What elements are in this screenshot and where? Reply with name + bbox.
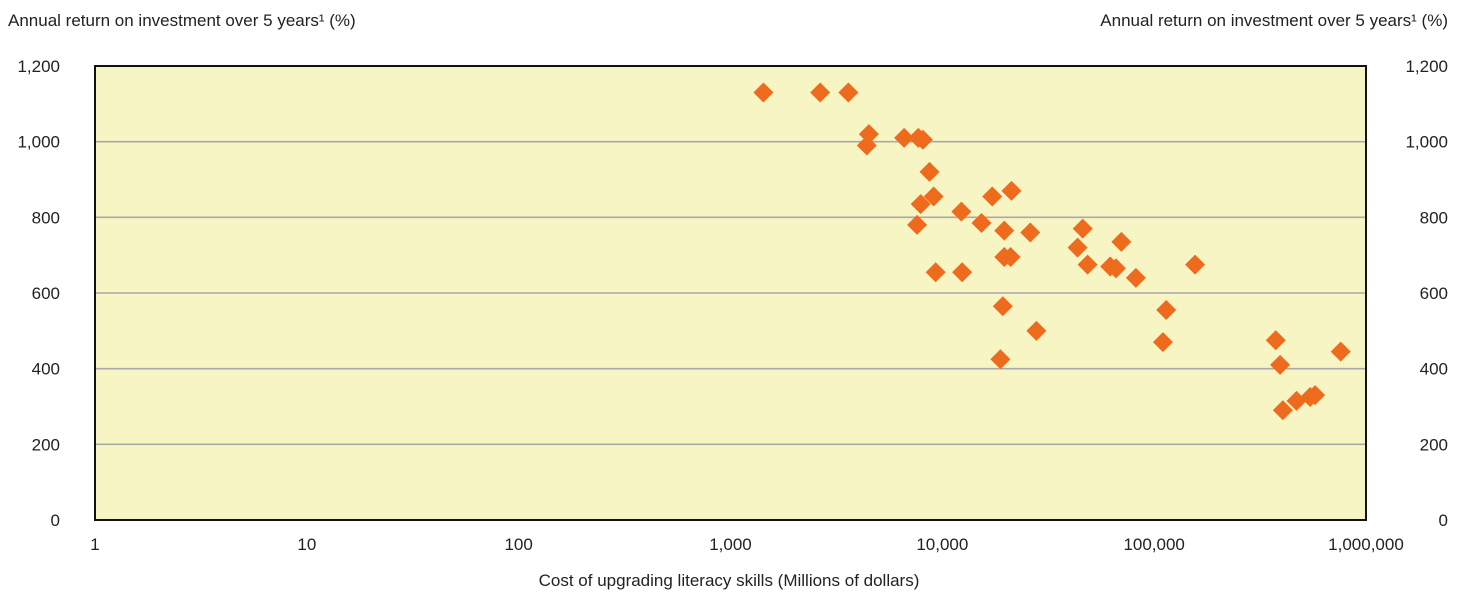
data-point	[1001, 180, 1022, 201]
data-point	[994, 220, 1015, 241]
data-point	[951, 201, 972, 222]
x-tick-label: 100,000	[1123, 535, 1184, 554]
y-tick-label-left: 400	[32, 360, 60, 379]
y-tick-label-right: 200	[1420, 435, 1448, 454]
y-axis-right-ticks: 0 200 400 600 800 1,000 1,200	[1405, 57, 1448, 530]
data-point	[894, 127, 915, 148]
x-tick-label: 10,000	[916, 535, 968, 554]
data-point	[912, 129, 933, 150]
y-tick-label-left: 0	[51, 511, 60, 530]
data-point	[1265, 330, 1286, 351]
y-tick-label-right: 800	[1420, 208, 1448, 227]
data-point	[1000, 247, 1021, 268]
data-point	[1272, 400, 1293, 421]
y-tick-label-right: 1,200	[1405, 57, 1448, 76]
data-point	[992, 296, 1013, 317]
data-point	[1330, 341, 1351, 362]
data-point	[838, 82, 859, 103]
data-point	[1185, 254, 1206, 275]
y-tick-label-left: 800	[32, 208, 60, 227]
y-axis-left-ticks: 0 200 400 600 800 1,000 1,200	[17, 57, 60, 530]
y-tick-label-right: 0	[1439, 511, 1448, 530]
x-axis-title: Cost of upgrading literacy skills (Milli…	[539, 571, 920, 590]
data-point	[971, 213, 992, 234]
y-tick-label-right: 600	[1420, 284, 1448, 303]
data-point	[810, 82, 831, 103]
x-tick-label: 100	[504, 535, 532, 554]
data-point	[1111, 231, 1132, 252]
data-point	[907, 214, 928, 235]
data-point	[1026, 320, 1047, 341]
data-point	[990, 349, 1011, 370]
y-tick-label-right: 1,000	[1405, 133, 1448, 152]
data-point	[923, 186, 944, 207]
data-point	[1020, 222, 1041, 243]
x-tick-label: 1	[90, 535, 99, 554]
data-point	[1105, 258, 1126, 279]
x-tick-label: 10	[297, 535, 316, 554]
y-tick-label-left: 600	[32, 284, 60, 303]
data-point	[1072, 218, 1093, 239]
plot-frame	[94, 65, 1367, 521]
y-tick-label-left: 200	[32, 435, 60, 454]
data-points	[753, 82, 1351, 421]
data-point	[952, 262, 973, 283]
data-point	[1077, 254, 1098, 275]
y-axis-left-title: Annual return on investment over 5 years…	[8, 11, 356, 30]
data-point	[1156, 300, 1177, 321]
data-point	[856, 135, 877, 156]
data-point	[925, 262, 946, 283]
x-tick-label: 1,000,000	[1328, 535, 1404, 554]
data-point	[982, 186, 1003, 207]
data-point	[910, 194, 931, 215]
x-tick-label: 1,000	[709, 535, 752, 554]
y-tick-label-left: 1,200	[17, 57, 60, 76]
y-axis-right-title: Annual return on investment over 5 years…	[1100, 11, 1448, 30]
data-point	[1125, 267, 1146, 288]
data-point	[1270, 354, 1291, 375]
y-tick-label-right: 400	[1420, 360, 1448, 379]
gridlines	[95, 140, 1366, 446]
x-axis-ticks: 1 10 100 1,000 10,000 100,000 1,000,000	[90, 535, 1404, 554]
data-point	[753, 82, 774, 103]
data-point	[1152, 332, 1173, 353]
data-point	[1067, 237, 1088, 258]
y-tick-label-left: 1,000	[17, 133, 60, 152]
data-point	[919, 161, 940, 182]
data-point	[1305, 385, 1326, 406]
